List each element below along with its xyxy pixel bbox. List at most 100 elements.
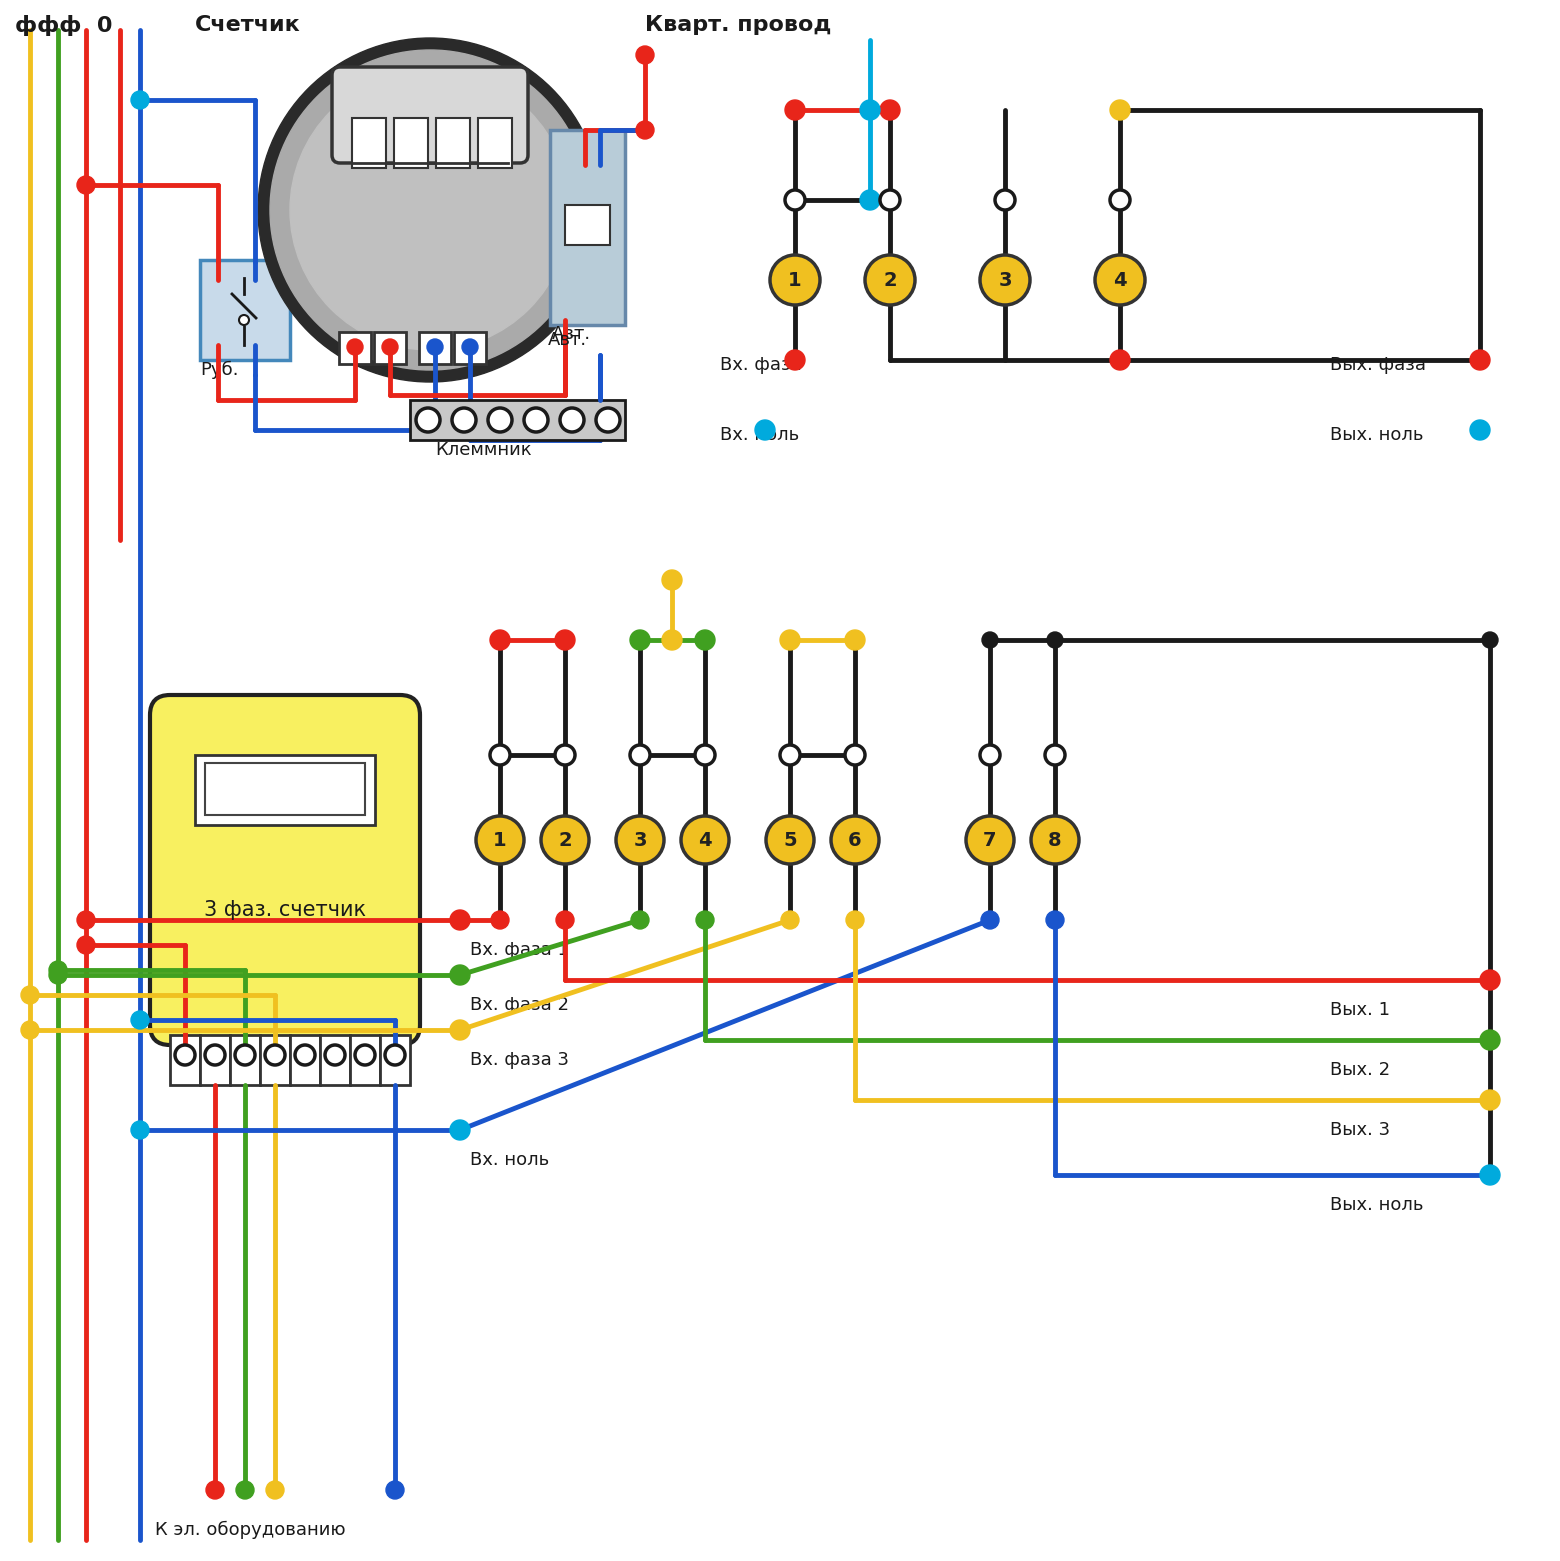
Circle shape <box>382 339 398 354</box>
Text: Вых. 3: Вых. 3 <box>1331 1121 1390 1140</box>
Circle shape <box>449 965 470 985</box>
Text: 3: 3 <box>633 830 647 849</box>
Text: Руб.: Руб. <box>200 361 239 379</box>
Circle shape <box>324 1044 345 1065</box>
Text: Вх. фаза: Вх. фаза <box>721 356 802 375</box>
Circle shape <box>427 339 443 354</box>
Circle shape <box>449 910 470 930</box>
Text: 1: 1 <box>788 270 802 289</box>
Circle shape <box>555 745 576 765</box>
Bar <box>170 1035 200 1085</box>
Text: 4: 4 <box>699 830 711 849</box>
Text: 1: 1 <box>493 830 507 849</box>
Circle shape <box>864 254 916 304</box>
Circle shape <box>20 1021 39 1040</box>
Circle shape <box>766 816 814 863</box>
Bar <box>551 130 626 325</box>
FancyBboxPatch shape <box>332 67 527 162</box>
Circle shape <box>846 912 864 929</box>
Circle shape <box>452 407 476 432</box>
Circle shape <box>206 1481 225 1499</box>
Circle shape <box>785 100 805 120</box>
Circle shape <box>1111 100 1129 120</box>
Bar <box>435 119 470 169</box>
Circle shape <box>880 100 900 120</box>
Circle shape <box>630 631 651 649</box>
Circle shape <box>236 1481 254 1499</box>
Circle shape <box>524 407 548 432</box>
Bar <box>454 332 487 364</box>
Text: 2: 2 <box>883 270 897 289</box>
Bar <box>374 332 406 364</box>
Circle shape <box>995 190 1016 211</box>
Bar <box>420 332 451 364</box>
Circle shape <box>771 254 821 304</box>
Bar <box>290 1035 320 1085</box>
Bar <box>195 756 374 826</box>
Circle shape <box>490 745 510 765</box>
Text: Вых. фаза: Вых. фаза <box>1331 356 1426 375</box>
Circle shape <box>661 631 682 649</box>
Text: Кварт. провод: Кварт. провод <box>644 16 831 34</box>
Circle shape <box>696 745 714 765</box>
Circle shape <box>476 816 524 863</box>
Circle shape <box>449 1119 470 1140</box>
Bar <box>200 261 290 361</box>
Circle shape <box>1111 350 1129 370</box>
Circle shape <box>175 1044 195 1065</box>
Circle shape <box>417 407 440 432</box>
Circle shape <box>131 91 150 109</box>
Circle shape <box>560 407 583 432</box>
Circle shape <box>20 987 39 1004</box>
Bar <box>395 119 427 169</box>
Circle shape <box>491 912 509 929</box>
Circle shape <box>980 745 1000 765</box>
Text: 7: 7 <box>983 830 997 849</box>
Circle shape <box>76 176 95 194</box>
Circle shape <box>555 912 574 929</box>
Circle shape <box>860 190 880 211</box>
Bar <box>261 1035 290 1085</box>
Circle shape <box>346 339 363 354</box>
Bar <box>200 1035 229 1085</box>
Circle shape <box>616 816 665 863</box>
Circle shape <box>1047 912 1064 929</box>
Circle shape <box>966 816 1014 863</box>
Circle shape <box>239 315 250 325</box>
Circle shape <box>1045 745 1065 765</box>
Circle shape <box>636 122 654 139</box>
Circle shape <box>981 912 998 929</box>
Circle shape <box>860 100 880 120</box>
Circle shape <box>696 631 714 649</box>
Text: Вх. ноль: Вх. ноль <box>470 1150 549 1169</box>
Text: 3: 3 <box>998 270 1012 289</box>
Text: Авт.: Авт. <box>552 325 591 343</box>
Circle shape <box>76 912 95 929</box>
Circle shape <box>490 631 510 649</box>
Circle shape <box>846 745 864 765</box>
Circle shape <box>488 407 512 432</box>
Text: ффф  0: ффф 0 <box>16 16 112 36</box>
Text: Вх. фаза 2: Вх. фаза 2 <box>470 996 569 1015</box>
Circle shape <box>1470 350 1490 370</box>
Circle shape <box>1095 254 1145 304</box>
Text: 3 фаз. счетчик: 3 фаз. счетчик <box>204 901 367 919</box>
Text: Клеммник: Клеммник <box>435 442 532 459</box>
Circle shape <box>780 631 800 649</box>
Circle shape <box>636 45 654 64</box>
Circle shape <box>785 350 805 370</box>
Bar <box>410 400 626 440</box>
Circle shape <box>48 962 67 979</box>
Circle shape <box>76 937 95 954</box>
Text: Вых. ноль: Вых. ноль <box>1331 426 1423 443</box>
Circle shape <box>541 816 590 863</box>
Circle shape <box>1480 1090 1501 1110</box>
Circle shape <box>131 1121 150 1140</box>
Bar <box>477 119 512 169</box>
Circle shape <box>880 190 900 211</box>
Text: Счетчик: Счетчик <box>195 16 301 34</box>
Circle shape <box>981 632 998 648</box>
Circle shape <box>785 190 805 211</box>
Circle shape <box>782 912 799 929</box>
Bar <box>381 1035 410 1085</box>
